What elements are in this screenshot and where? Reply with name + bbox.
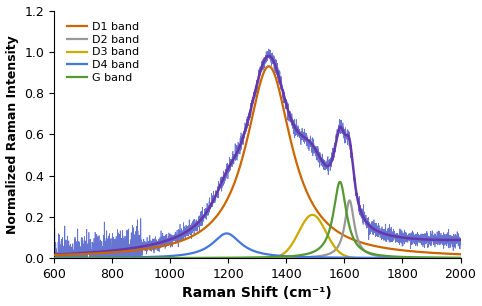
- D2 band: [222, 256, 228, 260]
- D4 band: [445, 256, 451, 260]
- Line: D1 band: D1 band: [54, 66, 460, 255]
- D2 band: [347, 199, 352, 202]
- G band: [222, 256, 228, 259]
- D2 band: [244, 256, 250, 260]
- D3 band: [222, 256, 228, 260]
- D2 band: [425, 256, 431, 260]
- G band: [445, 256, 451, 259]
- D2 band: [457, 256, 463, 260]
- D3 band: [425, 256, 431, 260]
- D3 band: [445, 256, 451, 260]
- D3 band: [244, 256, 250, 260]
- D1 band: [51, 253, 57, 257]
- G band: [337, 180, 343, 184]
- D1 band: [457, 252, 463, 256]
- D1 band: [225, 196, 231, 200]
- D4 band: [225, 232, 231, 235]
- G band: [51, 256, 57, 260]
- D3 band: [51, 256, 57, 260]
- Line: D4 band: D4 band: [54, 233, 460, 258]
- Y-axis label: Normalized Raman Intensity: Normalized Raman Intensity: [6, 35, 18, 234]
- D4 band: [457, 256, 463, 260]
- D1 band: [244, 138, 250, 142]
- D3 band: [457, 256, 463, 260]
- D1 band: [222, 202, 228, 206]
- D4 band: [244, 246, 250, 250]
- D2 band: [51, 256, 57, 260]
- Line: D3 band: D3 band: [54, 215, 460, 258]
- D3 band: [225, 256, 231, 260]
- D2 band: [347, 199, 352, 202]
- D4 band: [347, 256, 352, 259]
- Line: D2 band: D2 band: [54, 200, 460, 258]
- X-axis label: Raman Shift (cm⁻¹): Raman Shift (cm⁻¹): [182, 286, 332, 300]
- G band: [244, 256, 250, 259]
- D1 band: [425, 251, 431, 254]
- D4 band: [425, 256, 431, 260]
- G band: [425, 256, 431, 259]
- D1 band: [266, 65, 272, 68]
- D4 band: [222, 232, 228, 236]
- Line: G band: G band: [54, 182, 460, 258]
- D3 band: [309, 213, 315, 217]
- D1 band: [347, 236, 352, 240]
- D4 band: [51, 256, 57, 260]
- G band: [347, 224, 352, 228]
- D3 band: [347, 255, 352, 259]
- D2 band: [445, 256, 451, 260]
- G band: [225, 256, 231, 259]
- D1 band: [445, 252, 451, 256]
- G band: [457, 256, 463, 260]
- D2 band: [225, 256, 231, 260]
- Legend: D1 band, D2 band, D3 band, D4 band, G band: D1 band, D2 band, D3 band, D4 band, G ba…: [64, 19, 143, 86]
- D4 band: [224, 232, 229, 235]
